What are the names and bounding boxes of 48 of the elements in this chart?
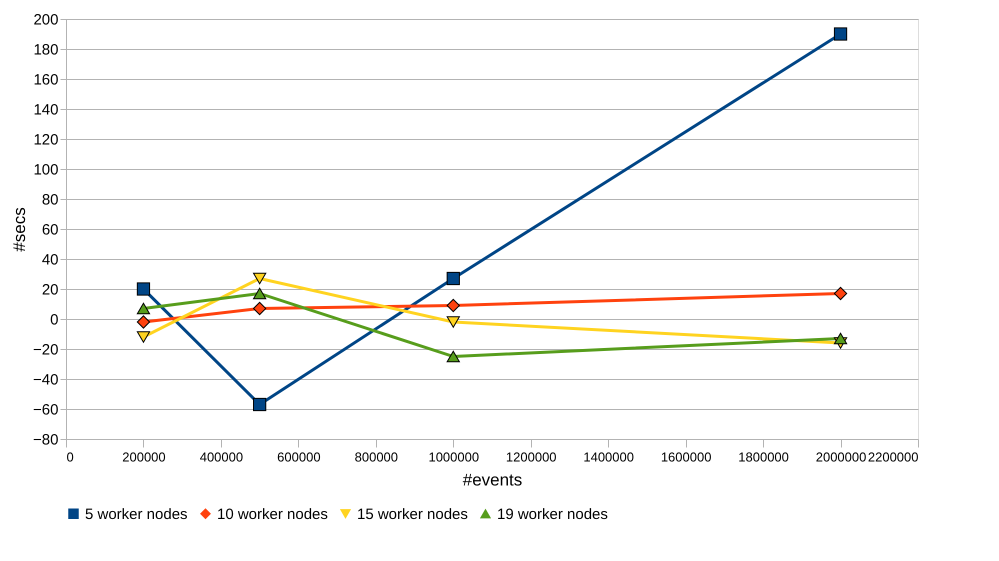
y-tick-label: 180 [33, 42, 58, 58]
y-tick-label: 100 [33, 162, 58, 178]
point [253, 398, 266, 412]
x-tick-label: 600000 [277, 450, 321, 464]
point [253, 302, 266, 316]
point [136, 315, 150, 329]
x-tick-label: 800000 [354, 450, 398, 464]
y-tick-label: 20 [42, 282, 58, 298]
point [446, 298, 460, 312]
x-axis-title: #events [462, 470, 522, 490]
y-tick-label: 120 [33, 132, 58, 148]
point [446, 272, 460, 286]
x-tick-label: 1000000 [428, 450, 480, 464]
point [446, 316, 460, 328]
y-tick-label: 60 [42, 222, 58, 238]
legend-label: 19 worker nodes [497, 506, 608, 523]
legend-label: 10 worker nodes [217, 506, 328, 523]
y-tick-label: −40 [33, 372, 58, 388]
legend-label: 5 worker nodes [85, 506, 188, 523]
point [136, 331, 150, 343]
x-tick-label: 1200000 [506, 450, 557, 464]
point [136, 302, 150, 314]
y-tick-label: 200 [33, 12, 58, 28]
x-tick-label: 2000000 [816, 450, 866, 464]
y-tick-label: 160 [33, 72, 58, 88]
point [446, 350, 460, 362]
y-tick-label: −20 [33, 342, 58, 358]
x-tick-label: 2200000 [868, 450, 918, 464]
y-tick-label: 80 [42, 192, 58, 208]
legend-label: 15 worker nodes [357, 506, 468, 523]
y-axis-title: #secs [10, 207, 30, 252]
x-tick-label: 1600000 [660, 450, 712, 464]
x-tick-label: 400000 [200, 450, 244, 464]
x-tick-label: 200000 [122, 450, 166, 464]
point [253, 272, 266, 284]
y-tick-label: 40 [42, 252, 58, 268]
point [834, 286, 848, 300]
point [834, 27, 848, 41]
y-tick-label: 0 [50, 312, 58, 328]
point [136, 282, 150, 296]
x-tick-label: 1400000 [583, 450, 634, 464]
point [834, 332, 848, 344]
y-tick-label: 140 [33, 102, 58, 118]
point [253, 288, 266, 300]
y-tick-label: −80 [33, 432, 58, 448]
x-tick-label: 1800000 [738, 450, 789, 464]
y-tick-label: −60 [33, 402, 58, 418]
x-tick-label: 0 [66, 450, 74, 464]
